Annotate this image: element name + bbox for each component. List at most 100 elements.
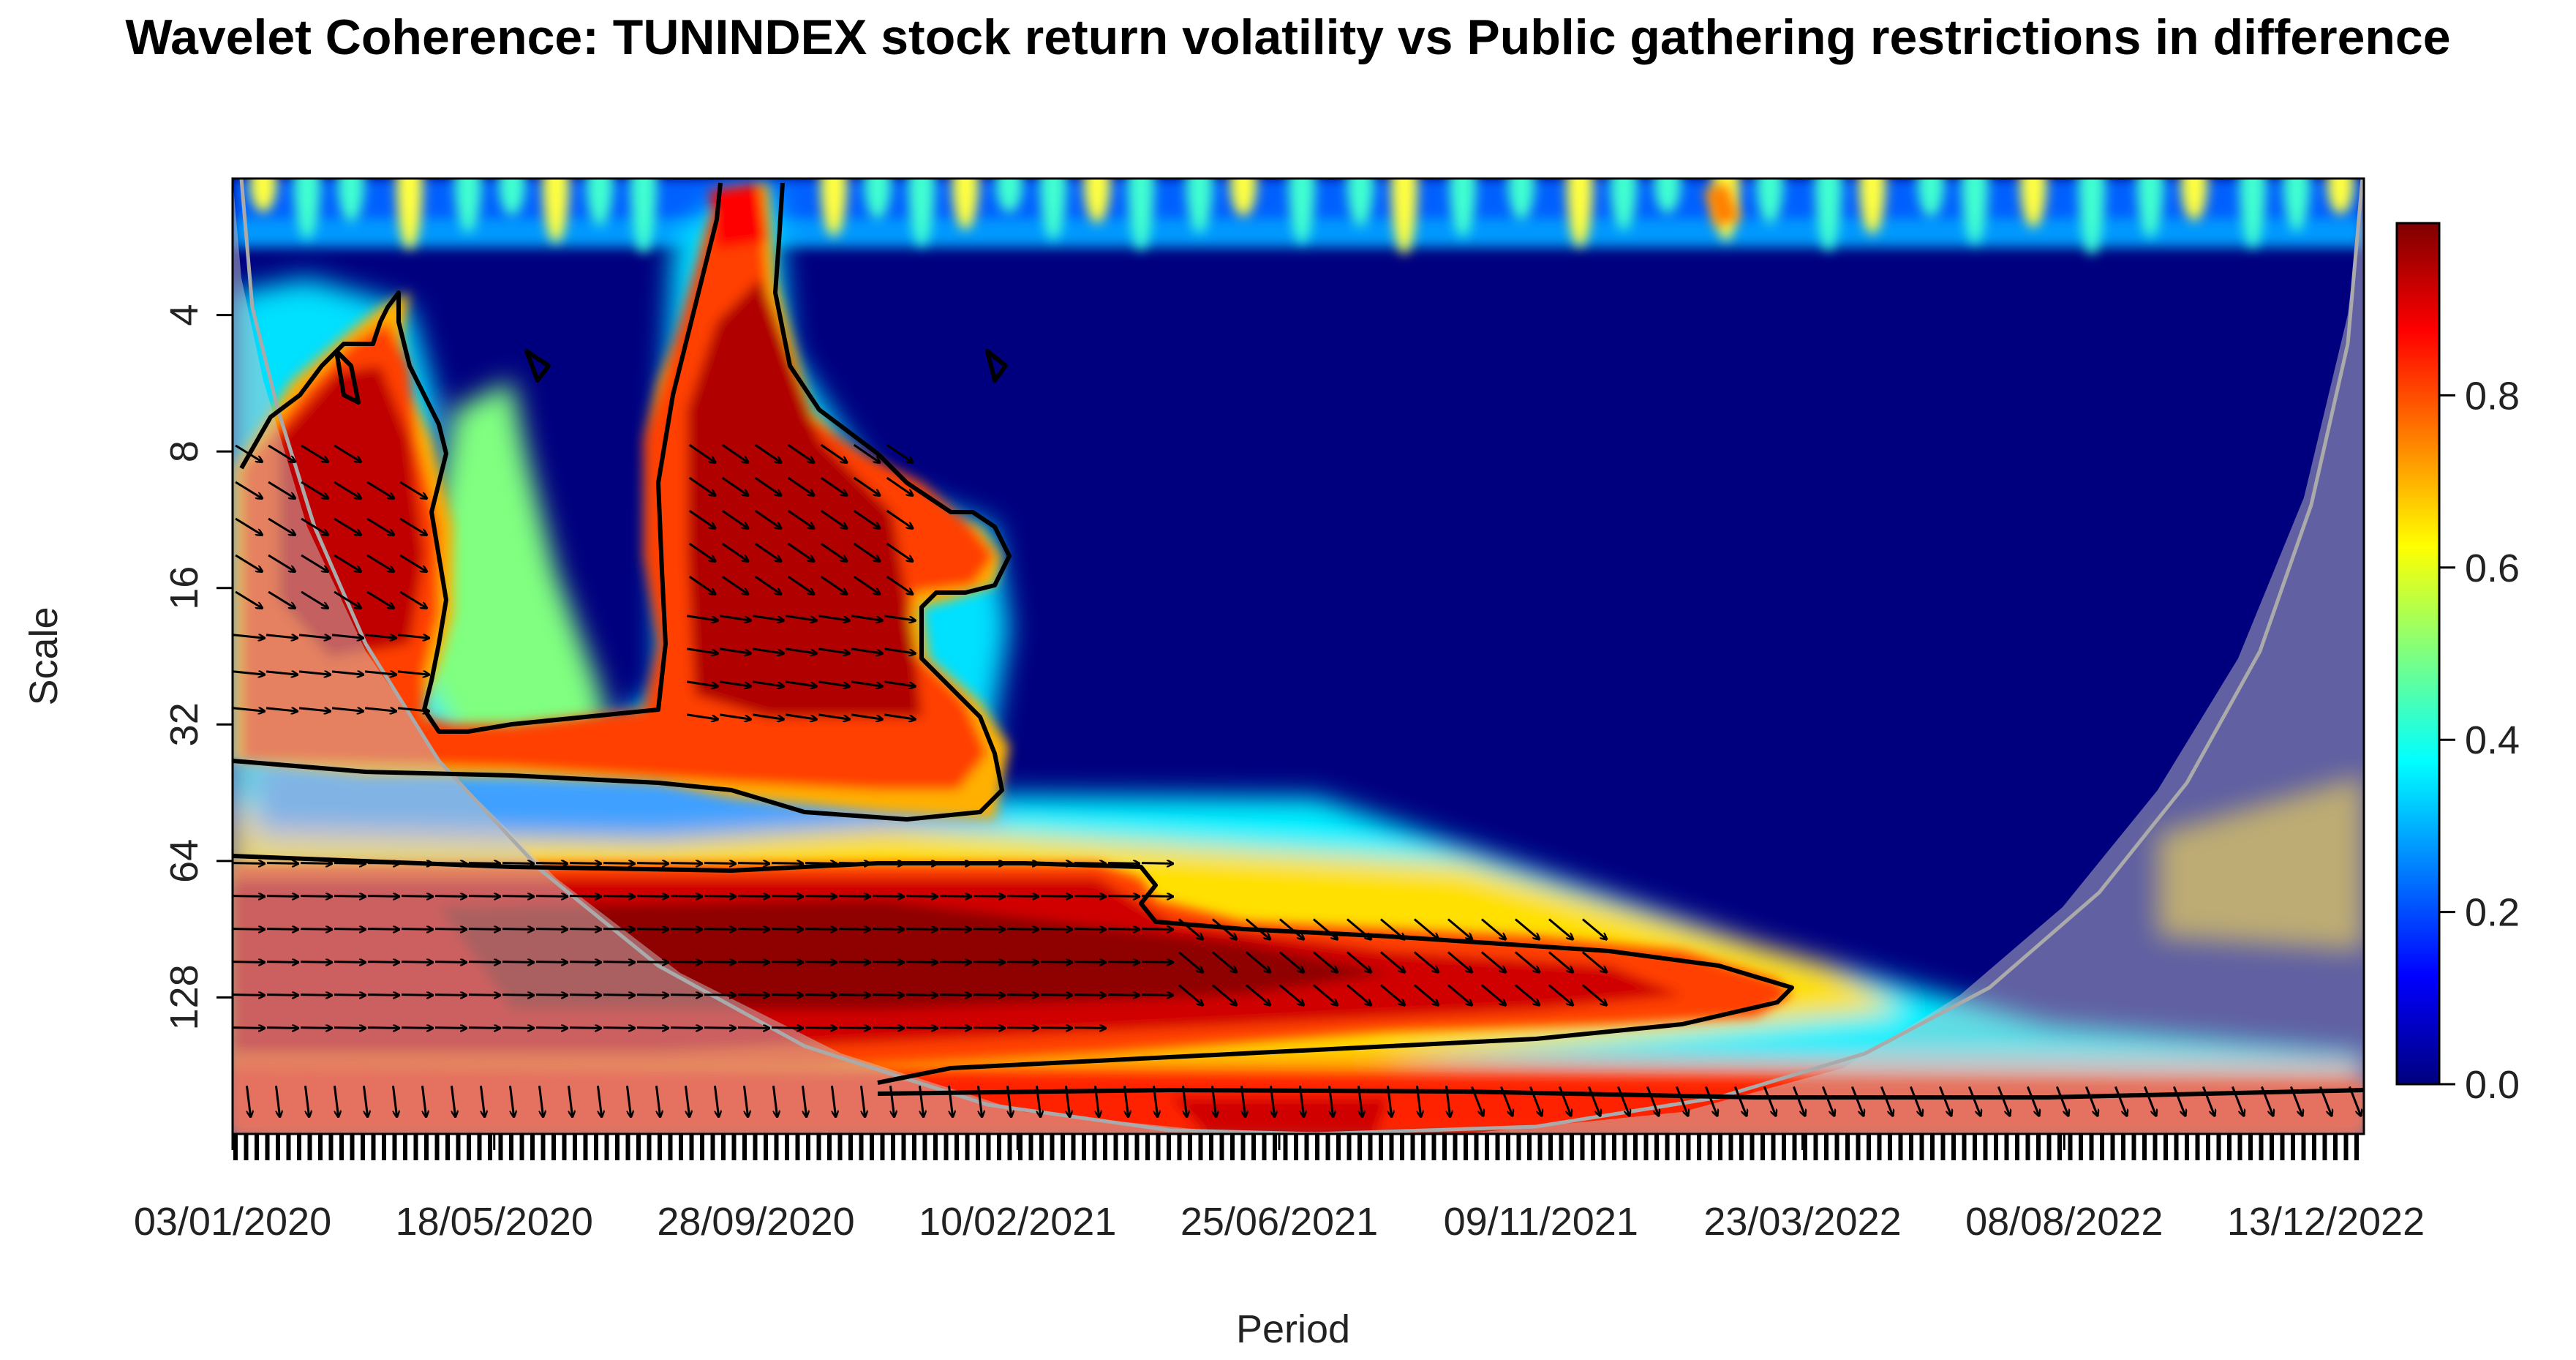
phase-arrow [939,995,971,996]
y-axis-label: Scale [22,606,66,705]
phase-arrow [636,962,668,963]
phase-arrow [362,1085,367,1116]
texture-spike [865,179,891,219]
phase-arrow [1152,1085,1157,1116]
phase-arrow [687,713,718,719]
phase-arrow [434,1028,466,1029]
phase-arrow [771,962,802,963]
phase-arrow [1074,962,1105,963]
phase-arrow [1178,984,1202,1004]
phase-arrow [334,995,365,996]
texture-spike [1918,179,1944,217]
phase-arrow [334,962,365,963]
phase-arrow [973,863,1004,864]
phase-arrow [753,647,783,653]
texture-spike [2181,179,2207,221]
phase-arrow [754,575,781,594]
phase-arrow [1581,984,1606,1004]
texture-spike [338,179,364,222]
phase-arrow [973,1028,1004,1029]
phase-arrow [1327,1085,1333,1116]
phase-arrow [266,896,298,897]
phase-arrow [401,896,432,897]
phase-arrow [1141,863,1172,864]
phase-arrow [1006,929,1038,930]
phase-arrow [737,863,769,864]
phase-arrow [603,1028,634,1029]
phase-arrow [300,995,331,996]
phase-arrow [2026,1086,2038,1115]
texture-spike [2240,179,2266,248]
texture-spike [1230,179,1257,217]
phase-arrow [233,929,264,930]
phase-arrow [737,962,769,963]
phase-arrow [300,896,331,897]
phase-arrow [1245,951,1270,972]
colorbar-gradient [2395,222,2441,1086]
phase-arrow [331,672,363,675]
phase-arrow [535,863,567,864]
coherence-heatmap [233,179,2364,1134]
x-tick-label: 23/03/2022 [1703,1200,1901,1244]
phase-arrow [853,542,880,561]
phase-arrow [401,995,432,996]
phase-arrow [1269,1085,1274,1116]
phase-arrow [2348,1086,2360,1115]
phase-arrow [233,708,264,711]
phase-arrow [1006,863,1038,864]
phase-arrow [838,962,870,963]
phase-arrow [268,590,295,608]
phase-arrow [830,1085,835,1116]
phase-arrow [753,615,783,620]
phase-arrow [713,1085,718,1116]
phase-arrow [502,962,533,963]
phase-arrow [820,476,847,495]
phase-arrow [939,962,971,963]
phase-arrow [298,635,330,638]
phase-arrow [1107,995,1139,996]
texture-spike [1186,179,1213,233]
phase-arrow [787,476,814,495]
phase-arrow [801,1085,806,1116]
phase-arrow [1413,951,1438,972]
phase-arrow [721,575,748,594]
texture-spike [1815,179,1842,251]
phase-arrow [1006,896,1038,897]
phase-arrow [364,708,396,711]
phase-arrow [391,1085,396,1116]
phase-arrow [771,896,802,897]
phase-arrow [838,863,870,864]
phase-arrow [1850,1086,1863,1115]
texture-spike [2137,179,2163,238]
phase-arrow [754,542,781,561]
phase-arrow [1548,918,1573,939]
phase-arrow [399,517,426,535]
phase-arrow [1415,1085,1420,1116]
y-tick-label: 128 [162,964,206,1030]
phase-arrow [787,542,814,561]
phase-arrow [569,896,600,897]
colorbar-tick-label: 0.6 [2465,546,2520,590]
phase-arrow [872,1028,903,1029]
phase-arrow [737,995,769,996]
phase-arrow [2319,1086,2331,1115]
phase-arrow [399,481,426,498]
phase-arrow [364,672,396,675]
phase-arrow [1379,951,1404,972]
phase-arrow [1470,1086,1483,1115]
texture-spike [2283,179,2310,231]
phase-arrow [401,1028,432,1029]
phase-arrow [1938,1086,1951,1115]
phase-arrow [301,481,328,498]
phase-arrow [366,481,393,498]
phase-arrow [569,962,600,963]
phase-arrow [786,680,816,686]
phase-arrow [569,929,600,930]
phase-arrow [1646,1086,1658,1115]
y-tick-label: 4 [162,304,206,326]
phase-arrow [334,929,365,930]
phase-arrow [1040,1028,1072,1029]
phase-arrow [688,575,715,594]
phase-arrow [397,708,429,711]
phase-arrow [805,929,836,930]
